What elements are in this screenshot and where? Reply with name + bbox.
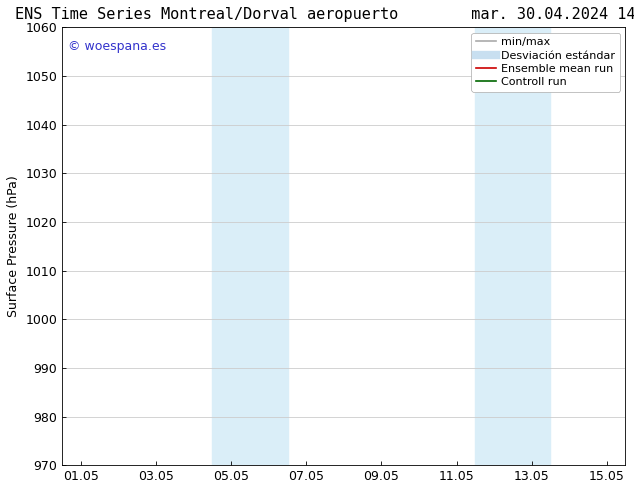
Bar [476, 27, 550, 465]
Legend: min/max, Desviación estándar, Ensemble mean run, Controll run: min/max, Desviación estándar, Ensemble m… [472, 33, 620, 92]
Text: © woespana.es: © woespana.es [68, 40, 166, 53]
Bar [212, 27, 288, 465]
Title: ENS Time Series Montreal/Dorval aeropuerto        mar. 30.04.2024 14 UTC: ENS Time Series Montreal/Dorval aeropuer… [15, 7, 634, 22]
Y-axis label: Surface Pressure (hPa): Surface Pressure (hPa) [7, 175, 20, 317]
